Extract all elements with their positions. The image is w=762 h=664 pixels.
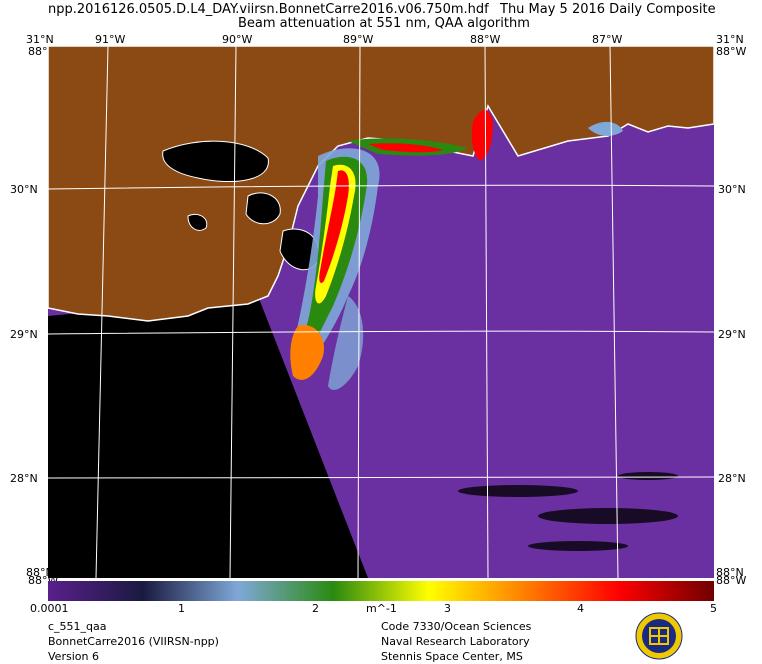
- corner-lon-bottom-right: 88°W: [716, 574, 747, 587]
- lon-label-90w: 90°W: [222, 33, 253, 46]
- colorbar-tick-2: 2: [312, 602, 319, 615]
- nrl-seal-logo: [635, 612, 683, 660]
- lon-label-88w: 88°W: [470, 33, 501, 46]
- lat-label-29n-right: 29°N: [718, 328, 746, 341]
- colorbar-tick-3: 3: [444, 602, 451, 615]
- product-title: Beam attenuation at 551 nm, QAA algorith…: [238, 16, 530, 31]
- org-name: Naval Research Laboratory: [381, 635, 530, 648]
- colorbar-tick-1: 1: [178, 602, 185, 615]
- lat-label-28n-right: 28°N: [718, 472, 746, 485]
- colorbar-tick-0: 0.0001: [30, 602, 69, 615]
- lon-label-87w: 87°W: [592, 33, 623, 46]
- org-code: Code 7330/Ocean Sciences: [381, 620, 532, 633]
- colorbar-tick-5: 5: [710, 602, 717, 615]
- lat-label-30n-right: 30°N: [718, 183, 746, 196]
- lat-label-29n-left: 29°N: [10, 328, 38, 341]
- lat-label-28n-left: 28°N: [10, 472, 38, 485]
- colorbar-tick-4: 4: [577, 602, 584, 615]
- product-code: c_551_qaa: [48, 620, 107, 633]
- corner-lat-bottom-left: 88°N: [26, 566, 54, 579]
- corner-lat-top-left: 31°N: [26, 33, 54, 46]
- file-name: npp.2016126.0505.D.L4_DAY.viirsn.BonnetC…: [48, 2, 489, 17]
- colorbar: [48, 581, 714, 601]
- land-mass: [48, 46, 714, 322]
- satellite-map: [48, 46, 714, 578]
- lon-label-91w: 91°W: [95, 33, 126, 46]
- composite-date: Thu May 5 2016 Daily Composite: [500, 2, 716, 17]
- lon-label-89w: 89°W: [343, 33, 374, 46]
- no-data-swath: [48, 296, 368, 578]
- corner-lat-top-right: 31°N: [716, 33, 744, 46]
- org-location: Stennis Space Center, MS: [381, 650, 523, 663]
- turbid-plume: [290, 109, 623, 390]
- corner-lat-bottom-right: 88°N: [716, 566, 744, 579]
- lat-label-30n-left: 30°N: [10, 183, 38, 196]
- corner-lon-top-right: 88°W: [716, 45, 747, 58]
- version-label: Version 6: [48, 650, 99, 663]
- colorbar-unit: m^-1: [366, 602, 397, 615]
- dataset-name: BonnetCarre2016 (VIIRSN-npp): [48, 635, 219, 648]
- inland-lakes: [162, 140, 320, 271]
